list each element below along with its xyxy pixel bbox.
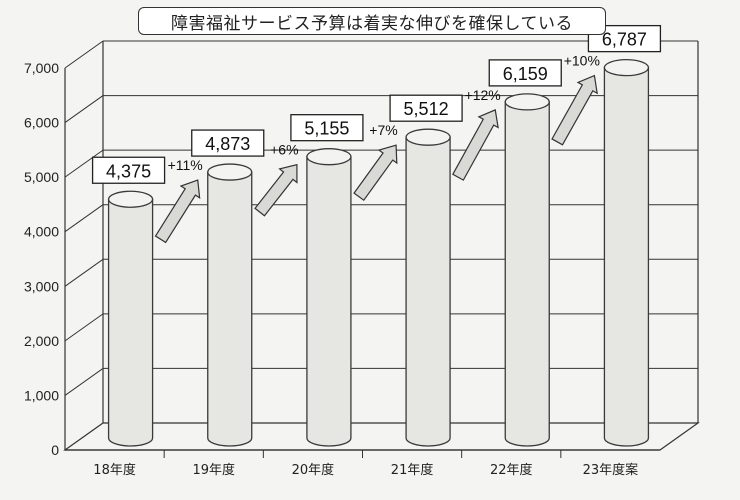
x-tick-label: 20年度 [292,462,335,478]
growth-arrow [154,179,201,244]
chart-title: 障害福祉サービス予算は着実な伸びを確保している [138,7,606,35]
y-tick-label: 0 [51,442,59,458]
data-label: 6,159 [503,64,548,84]
gridline-diagonal [64,149,104,178]
growth-arrow [353,144,398,202]
cylinder-top [207,163,253,181]
cylinder-bar [107,198,154,447]
y-tick-label: 7,000 [24,60,59,76]
cylinder-bar [504,101,550,447]
x-tick-label: 23年度案 [583,462,639,478]
growth-label: +6% [270,142,298,158]
x-tick-label: 21年度 [391,462,434,478]
gridline-diagonal [64,313,104,342]
cylinder-top [504,93,550,111]
data-label: 5,155 [304,119,349,139]
growth-label: +11% [168,157,203,173]
gridline-diagonal [64,368,104,396]
gridline-diagonal [64,95,104,123]
chart-floor [63,422,700,451]
growth-arrow [551,74,598,146]
cylinder-top [603,58,650,77]
growth-label: +7% [369,122,397,138]
gridline-diagonal [64,40,104,69]
gridline-diagonal [64,204,104,233]
value-label-box [191,129,265,157]
cylinder-bar [405,136,451,447]
growth-arrow [452,109,499,181]
x-tick-label: 18年度 [93,462,136,478]
y-tick-label: 3,000 [24,278,59,294]
growth-label: +12% [465,87,501,103]
value-label-box [389,94,463,122]
value-label-box [488,59,562,87]
value-label-box [91,156,166,184]
cylinder-bar [603,66,650,447]
value-label-box [290,114,364,142]
growth-label: +10% [564,53,600,69]
y-tick-label: 5,000 [24,169,59,185]
x-tick-label: 19年度 [192,462,235,478]
growth-arrow [254,163,298,217]
y-tick-label: 2,000 [24,333,59,349]
cylinder-top [405,128,451,146]
data-label: 4,873 [205,134,250,154]
cylinder-bar [306,156,352,447]
cylinder-top [306,148,352,166]
x-tick-label: 22年度 [490,462,533,478]
cylinder-bar [207,171,253,447]
data-label: 5,512 [404,99,449,119]
y-tick-label: 6,000 [24,115,59,131]
y-tick-label: 4,000 [24,224,59,240]
data-label: 4,375 [106,161,151,181]
data-label: 6,787 [602,30,647,50]
y-tick-label: 1,000 [24,387,59,403]
cylinder-top [107,190,154,208]
gridline-diagonal [64,258,104,287]
